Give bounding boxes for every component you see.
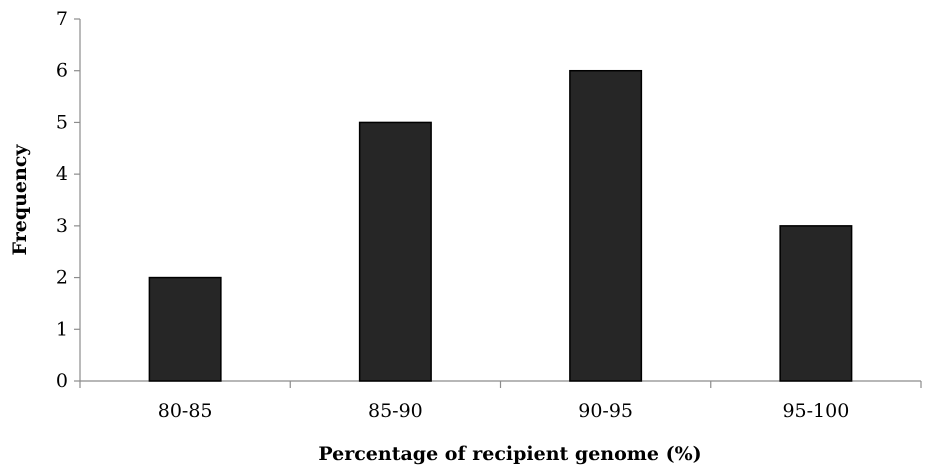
x-category-label: 90-95 [578, 400, 633, 422]
y-tick-label: 1 [56, 318, 68, 340]
bar-95-100 [780, 226, 851, 381]
bar-85-90 [360, 122, 431, 381]
x-axis: 80-85 85-90 90-95 95-100 [80, 381, 921, 422]
y-tick-label: 5 [56, 111, 68, 133]
bar-90-95 [570, 71, 641, 381]
y-axis-title: Frequency [9, 144, 31, 256]
y-tick-label: 4 [56, 163, 68, 185]
y-tick-label: 0 [56, 370, 68, 392]
y-tick-label: 3 [56, 215, 68, 237]
x-category-label: 85-90 [368, 400, 423, 422]
y-tick-label: 7 [56, 8, 68, 30]
x-category-label: 95-100 [782, 400, 849, 422]
bars [149, 71, 851, 381]
bar-80-85 [149, 278, 220, 381]
y-tick-label: 2 [56, 267, 68, 289]
y-tick-label: 6 [56, 60, 68, 82]
x-axis-title: Percentage of recipient genome (%) [318, 443, 701, 465]
x-category-label: 80-85 [158, 400, 213, 422]
y-axis: 0 1 2 3 4 5 6 7 [56, 8, 80, 392]
